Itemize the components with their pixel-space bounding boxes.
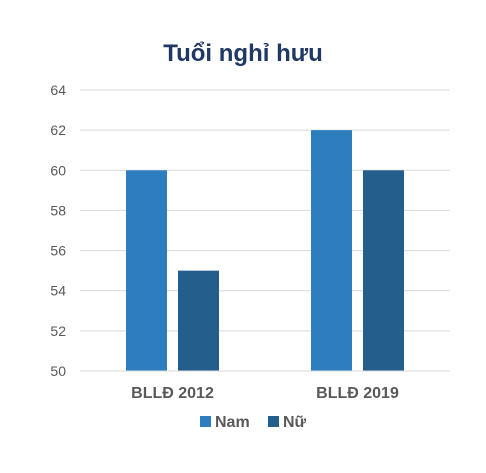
y-tick-label: 56 (50, 243, 66, 259)
y-tick-label: 60 (50, 162, 66, 178)
x-tick-label: BLLĐ 2012 (131, 385, 214, 402)
legend-label: Nam (215, 414, 250, 431)
y-tick-label: 50 (50, 363, 66, 379)
bar-nam (311, 130, 352, 371)
bar-nu (363, 170, 404, 371)
legend-swatch (200, 416, 211, 427)
y-tick-label: 54 (50, 283, 66, 299)
y-tick-label: 52 (50, 323, 66, 339)
y-tick-label: 62 (50, 122, 66, 138)
chart-title: Tuổi nghỉ hưu (163, 40, 323, 67)
bar-nu (178, 270, 219, 371)
y-tick-label: 58 (50, 202, 66, 218)
bar-nam (126, 170, 167, 371)
x-tick-label: BLLĐ 2019 (316, 385, 399, 402)
y-tick-label: 64 (50, 82, 66, 98)
legend-swatch (268, 416, 279, 427)
legend-label: Nữ (283, 414, 307, 431)
